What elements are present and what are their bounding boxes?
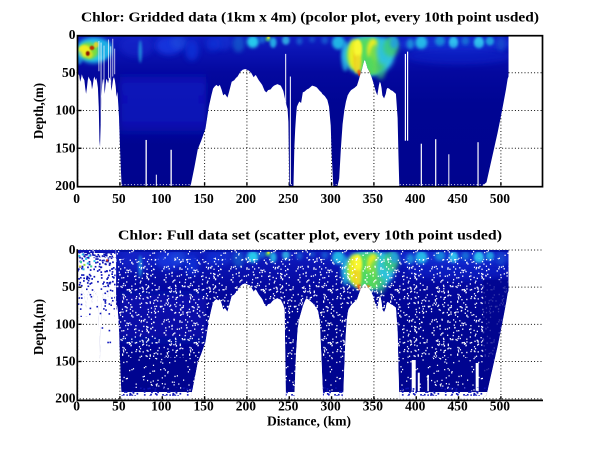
svg-text:250: 250 [278,399,299,414]
svg-text:Depth,(m): Depth,(m) [31,83,46,139]
svg-text:200: 200 [55,178,76,193]
svg-text:400: 400 [405,191,426,206]
svg-text:0: 0 [69,27,76,42]
svg-text:200: 200 [236,191,257,206]
svg-text:Distance, (km): Distance, (km) [267,414,351,429]
svg-text:100: 100 [55,316,76,331]
svg-text:500: 500 [490,191,511,206]
svg-text:150: 150 [55,354,76,369]
svg-text:300: 300 [320,191,341,206]
svg-text:150: 150 [193,399,214,414]
svg-text:350: 350 [363,191,384,206]
svg-text:350: 350 [363,399,384,414]
svg-text:450: 450 [447,191,468,206]
svg-text:50: 50 [62,65,76,80]
svg-text:0: 0 [73,399,80,414]
svg-text:150: 150 [193,191,214,206]
svg-text:0: 0 [69,242,76,257]
svg-text:300: 300 [320,399,341,414]
svg-text:Chlor: Gridded data (1km x 4m): Chlor: Gridded data (1km x 4m) (pcolor p… [81,10,539,25]
svg-text:100: 100 [151,191,172,206]
svg-text:50: 50 [112,191,126,206]
svg-text:50: 50 [112,399,126,414]
svg-text:Chlor: Full data set (scatter: Chlor: Full data set (scatter plot, ever… [118,228,502,243]
svg-text:0: 0 [73,191,80,206]
svg-text:400: 400 [405,399,426,414]
svg-text:200: 200 [55,391,76,406]
svg-text:200: 200 [236,399,257,414]
svg-text:50: 50 [62,279,76,294]
svg-text:Depth,(m): Depth,(m) [31,299,46,355]
svg-text:450: 450 [447,399,468,414]
svg-text:150: 150 [55,140,76,155]
svg-text:250: 250 [278,191,299,206]
svg-text:100: 100 [151,399,172,414]
svg-text:500: 500 [490,399,511,414]
svg-text:100: 100 [55,103,76,118]
